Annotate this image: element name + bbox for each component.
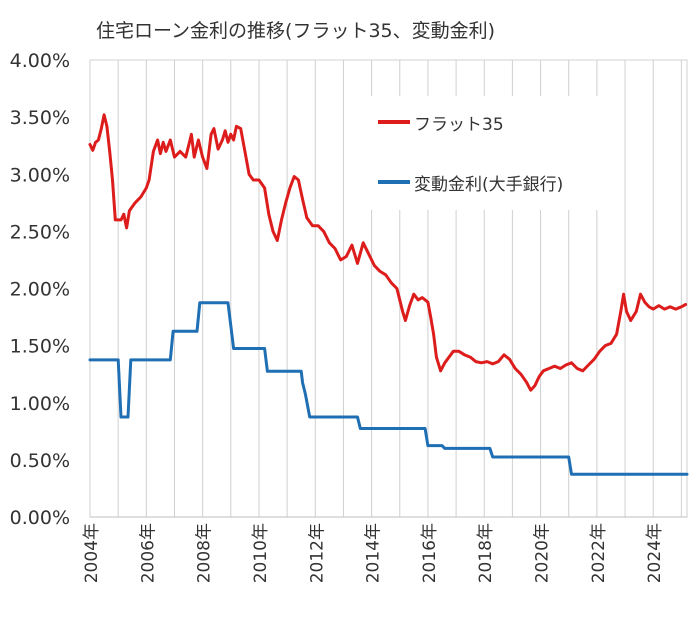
series-line-1 [88, 301, 689, 476]
x-tick-label: 2006年 [138, 523, 158, 583]
x-tick-label: 2014年 [364, 523, 384, 583]
x-tick-label: 2010年 [251, 523, 271, 583]
chart-title: 住宅ローン金利の推移(フラット35、変動金利) [96, 20, 496, 42]
y-tick-label: 1.00% [10, 393, 70, 415]
y-tick-label: 3.50% [10, 107, 70, 129]
legend-swatch-flat35 [378, 120, 410, 124]
y-tick-label: 1.50% [10, 336, 70, 358]
y-tick-label: 2.00% [10, 279, 70, 301]
x-tick-label: 2024年 [645, 523, 665, 583]
legend-label-flat35: フラット35 [414, 114, 504, 135]
legend: フラット35 変動金利(大手銀行) [366, 96, 614, 210]
x-tick-label: 2004年 [82, 523, 102, 583]
x-tick-label: 2018年 [476, 523, 496, 583]
x-tick-label: 2022年 [589, 523, 609, 583]
y-tick-label: 4.00% [10, 50, 70, 72]
y-tick-label: 3.00% [10, 164, 70, 186]
y-tick-label: 0.00% [10, 507, 70, 529]
x-tick-label: 2020年 [533, 523, 553, 583]
legend-item-flat35: フラット35 [378, 110, 504, 135]
legend-label-variable-rate: 変動金利(大手銀行) [414, 174, 564, 195]
x-tick-label: 2008年 [195, 523, 215, 583]
legend-swatch-variable-rate [378, 180, 410, 184]
legend-item-variable-rate: 変動金利(大手銀行) [378, 170, 564, 195]
x-tick-label: 2012年 [307, 523, 327, 583]
y-tick-label: 0.50% [10, 450, 70, 472]
series-line-0 [88, 113, 688, 392]
y-tick-label: 2.50% [10, 221, 70, 243]
x-tick-label: 2016年 [420, 523, 440, 583]
